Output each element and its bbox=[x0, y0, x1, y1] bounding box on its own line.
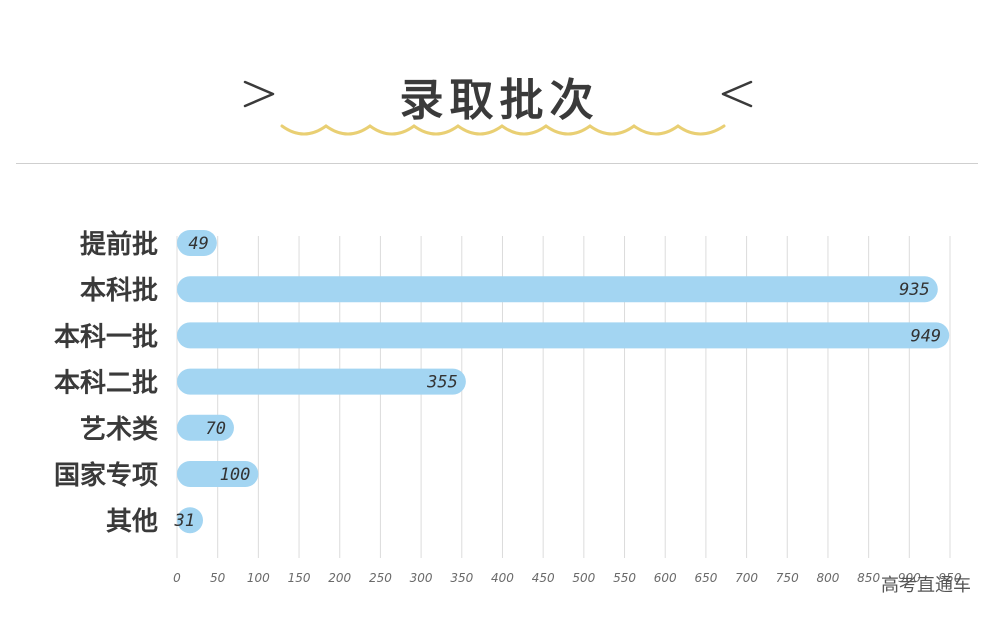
data-label: 355 bbox=[426, 373, 458, 393]
x-tick-label: 800 bbox=[816, 571, 839, 585]
x-tick-label: 350 bbox=[450, 571, 473, 585]
data-label: 31 bbox=[174, 511, 195, 531]
page-title: 录取批次 bbox=[399, 75, 600, 126]
x-tick-label: 550 bbox=[613, 571, 636, 585]
category-label: 本科一批 bbox=[54, 322, 158, 352]
data-label: 100 bbox=[220, 465, 251, 485]
watermark: 高考直通车 bbox=[881, 575, 971, 596]
x-tick-label: 650 bbox=[694, 571, 717, 585]
bar bbox=[177, 507, 203, 534]
x-tick-label: 100 bbox=[247, 571, 270, 585]
data-label: 49 bbox=[188, 234, 208, 254]
x-tick-label: 400 bbox=[491, 571, 514, 585]
category-label: 艺术类 bbox=[80, 415, 158, 445]
category-label: 提前批 bbox=[80, 229, 158, 260]
x-tick-label: 300 bbox=[410, 571, 433, 585]
data-label: 70 bbox=[205, 419, 225, 439]
x-tick-label: 250 bbox=[369, 571, 392, 585]
data-label: 949 bbox=[910, 326, 941, 346]
category-label: 其他 bbox=[106, 507, 158, 537]
x-tick-label: 900 bbox=[898, 571, 921, 585]
x-tick-label: 850 bbox=[857, 571, 880, 585]
x-tick-label: 450 bbox=[532, 571, 555, 585]
header-divider bbox=[16, 163, 978, 164]
x-tick-label: 0 bbox=[173, 571, 181, 585]
bar bbox=[177, 230, 217, 256]
x-tick-label: 50 bbox=[210, 571, 226, 585]
category-label: 本科二批 bbox=[54, 369, 158, 399]
x-tick-label: 150 bbox=[288, 571, 311, 585]
bar bbox=[177, 414, 234, 441]
left-chevron-icon bbox=[243, 80, 275, 108]
x-tick-label: 700 bbox=[735, 571, 758, 585]
bar bbox=[177, 368, 466, 395]
x-tick-label: 500 bbox=[572, 571, 595, 585]
bar bbox=[177, 276, 938, 303]
bar bbox=[177, 461, 259, 487]
x-tick-label: 750 bbox=[776, 571, 799, 585]
x-tick-label: 600 bbox=[654, 571, 677, 585]
right-chevron-icon bbox=[721, 80, 753, 108]
data-label: 935 bbox=[899, 280, 930, 300]
x-tick-label: 200 bbox=[328, 571, 351, 585]
header: 录取批次 bbox=[0, 0, 999, 170]
wave-decoration bbox=[280, 124, 726, 136]
category-label: 本科批 bbox=[80, 276, 158, 306]
x-tick-label: 950 bbox=[939, 571, 962, 585]
category-label: 国家专项 bbox=[54, 460, 158, 491]
bar bbox=[177, 322, 950, 349]
